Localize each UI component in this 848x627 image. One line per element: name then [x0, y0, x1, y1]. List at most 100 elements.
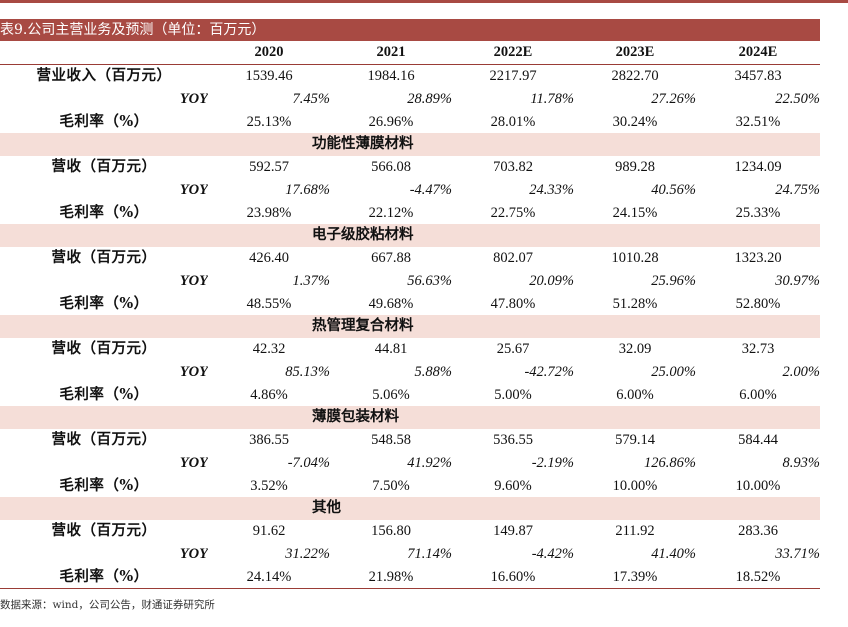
year-header: 2022E: [493, 44, 533, 61]
yoy-label: YOY: [179, 363, 208, 380]
gross-margin-value: 10.00%: [612, 477, 658, 494]
gross-margin-value: 24.15%: [612, 204, 658, 221]
gross-margin-label: 毛利率（%）: [59, 294, 149, 312]
yoy-value: 20.09%: [529, 272, 574, 289]
yoy-row: YOY 7.45% 28.89% 11.78% 27.26% 22.50%: [0, 88, 820, 111]
revenue-value: 25.67: [496, 341, 530, 358]
yoy-spacer: [0, 452, 170, 475]
revenue-row: 营收（百万元） 91.62 156.80 149.87 211.92 283.36: [0, 520, 820, 543]
revenue-value: 1234.09: [734, 159, 782, 176]
revenue-value: 3457.83: [734, 68, 782, 85]
gross-margin-value: 6.00%: [739, 386, 777, 403]
yoy-value: -7.04%: [287, 454, 330, 471]
yoy-value: 30.97%: [775, 272, 820, 289]
revenue-row: 营收（百万元） 42.32 44.81 25.67 32.09 32.73: [0, 338, 820, 361]
yoy-value: 11.78%: [530, 90, 574, 107]
gross-margin-label: 毛利率（%）: [59, 203, 149, 221]
segment-name: 其他: [170, 497, 820, 520]
gross-margin-row: 毛利率（%） 24.14% 21.98% 16.60% 17.39% 18.52%: [0, 565, 820, 590]
yoy-label: YOY: [179, 272, 208, 289]
source-note: 数据来源：wind，公司公告，财通证券研究所: [0, 599, 215, 611]
revenue-row: 营业收入（百万元） 1539.46 1984.16 2217.97 2822.70 345…: [0, 64, 820, 87]
gross-margin-value: 22.12%: [368, 204, 414, 221]
yoy-label: YOY: [179, 90, 208, 107]
revenue-value: 32.09: [618, 341, 652, 358]
year-header: 2023E: [615, 44, 655, 61]
yoy-spacer: [0, 543, 170, 566]
yoy-value: 41.40%: [651, 545, 696, 562]
yoy-value: 22.50%: [775, 90, 820, 107]
gross-margin-value: 23.98%: [246, 204, 292, 221]
yoy-spacer: [0, 88, 170, 111]
yoy-value: -42.72%: [524, 363, 574, 380]
yoy-value: 7.45%: [292, 90, 330, 107]
revenue-value: 2217.97: [489, 68, 537, 85]
gross-margin-label: 毛利率（%）: [59, 385, 149, 403]
table-title-bar: 表9.公司主营业务及预测（单位：百万元）: [0, 19, 820, 41]
yoy-spacer: [0, 270, 170, 293]
revenue-value: 42.32: [252, 341, 286, 358]
yoy-value: 28.89%: [407, 90, 452, 107]
segment-name: 功能性薄膜材料: [170, 133, 820, 156]
yoy-value: 24.75%: [775, 181, 820, 198]
gross-margin-value: 3.52%: [250, 477, 288, 494]
gross-margin-label: 毛利率（%）: [59, 476, 149, 494]
yoy-row: YOY 17.68% -4.47% 24.33% 40.56% 24.75%: [0, 179, 820, 202]
yoy-row: YOY 31.22% 71.14% -4.42% 41.40% 33.71%: [0, 543, 820, 566]
revenue-label: 营收（百万元）: [51, 158, 157, 176]
yoy-label: YOY: [179, 545, 208, 562]
header-blank: [0, 41, 170, 64]
segment-band-left: [0, 497, 170, 520]
gross-margin-value: 21.98%: [330, 565, 452, 590]
gross-margin-row: 毛利率（%） 23.98% 22.12% 22.75% 24.15% 25.33%: [0, 201, 820, 224]
gross-margin-row: 毛利率（%） 25.13% 26.96% 28.01% 30.24% 32.51%: [0, 110, 820, 133]
gross-margin-value: 25.13%: [246, 113, 292, 130]
revenue-label: 营收（百万元）: [51, 249, 157, 267]
yoy-value: 25.00%: [651, 363, 696, 380]
yoy-value: 126.86%: [644, 454, 696, 471]
segment-band-left: [0, 406, 170, 429]
revenue-row: 营收（百万元） 426.40 667.88 802.07 1010.28 1323.20: [0, 247, 820, 270]
segment-name: 薄膜包装材料: [170, 406, 820, 429]
gross-margin-row: 毛利率（%） 48.55% 49.68% 47.80% 51.28% 52.80%: [0, 292, 820, 315]
revenue-value: 536.55: [493, 432, 533, 449]
gross-margin-value: 22.75%: [490, 204, 536, 221]
gross-margin-value: 24.14%: [208, 565, 330, 590]
gross-margin-value: 32.51%: [735, 113, 781, 130]
gross-margin-value: 9.60%: [494, 477, 532, 494]
gross-margin-value: 52.80%: [735, 295, 781, 312]
revenue-value: 2822.70: [611, 68, 659, 85]
gross-margin-value: 10.00%: [735, 477, 781, 494]
gross-margin-value: 49.68%: [368, 295, 414, 312]
revenue-row: 营收（百万元） 592.57 566.08 703.82 989.28 1234.09: [0, 156, 820, 179]
yoy-value: 33.71%: [775, 545, 820, 562]
yoy-value: 40.56%: [651, 181, 696, 198]
yoy-value: 2.00%: [782, 363, 820, 380]
gross-margin-value: 30.24%: [612, 113, 658, 130]
revenue-value: 1323.20: [734, 250, 782, 267]
revenue-value: 283.36: [738, 523, 778, 540]
gross-margin-row: 毛利率（%） 3.52% 7.50% 9.60% 10.00% 10.00%: [0, 474, 820, 497]
yoy-value: 56.63%: [407, 272, 452, 289]
year-header: 2024E: [738, 44, 778, 61]
revenue-value: 703.82: [493, 159, 533, 176]
year-header: 2021: [376, 44, 406, 61]
yoy-row: YOY -7.04% 41.92% -2.19% 126.86% 8.93%: [0, 452, 820, 475]
revenue-value: 156.80: [371, 523, 411, 540]
yoy-value: 5.88%: [414, 363, 452, 380]
revenue-value: 566.08: [371, 159, 411, 176]
revenue-value: 802.07: [493, 250, 533, 267]
segment-header-row: 薄膜包装材料: [0, 406, 820, 429]
yoy-value: 8.93%: [782, 454, 820, 471]
gross-margin-value: 26.96%: [368, 113, 414, 130]
revenue-value: 592.57: [249, 159, 289, 176]
gross-margin-row: 毛利率（%） 4.86% 5.06% 5.00% 6.00% 6.00%: [0, 383, 820, 406]
revenue-value: 386.55: [249, 432, 289, 449]
segment-header-row: 电子级胶粘材料: [0, 224, 820, 247]
yoy-spacer: [0, 361, 170, 384]
segment-header-row: 其他: [0, 497, 820, 520]
gross-margin-value: 5.06%: [372, 386, 410, 403]
gross-margin-value: 47.80%: [490, 295, 536, 312]
yoy-value: 1.37%: [292, 272, 330, 289]
revenue-value: 1010.28: [611, 250, 659, 267]
